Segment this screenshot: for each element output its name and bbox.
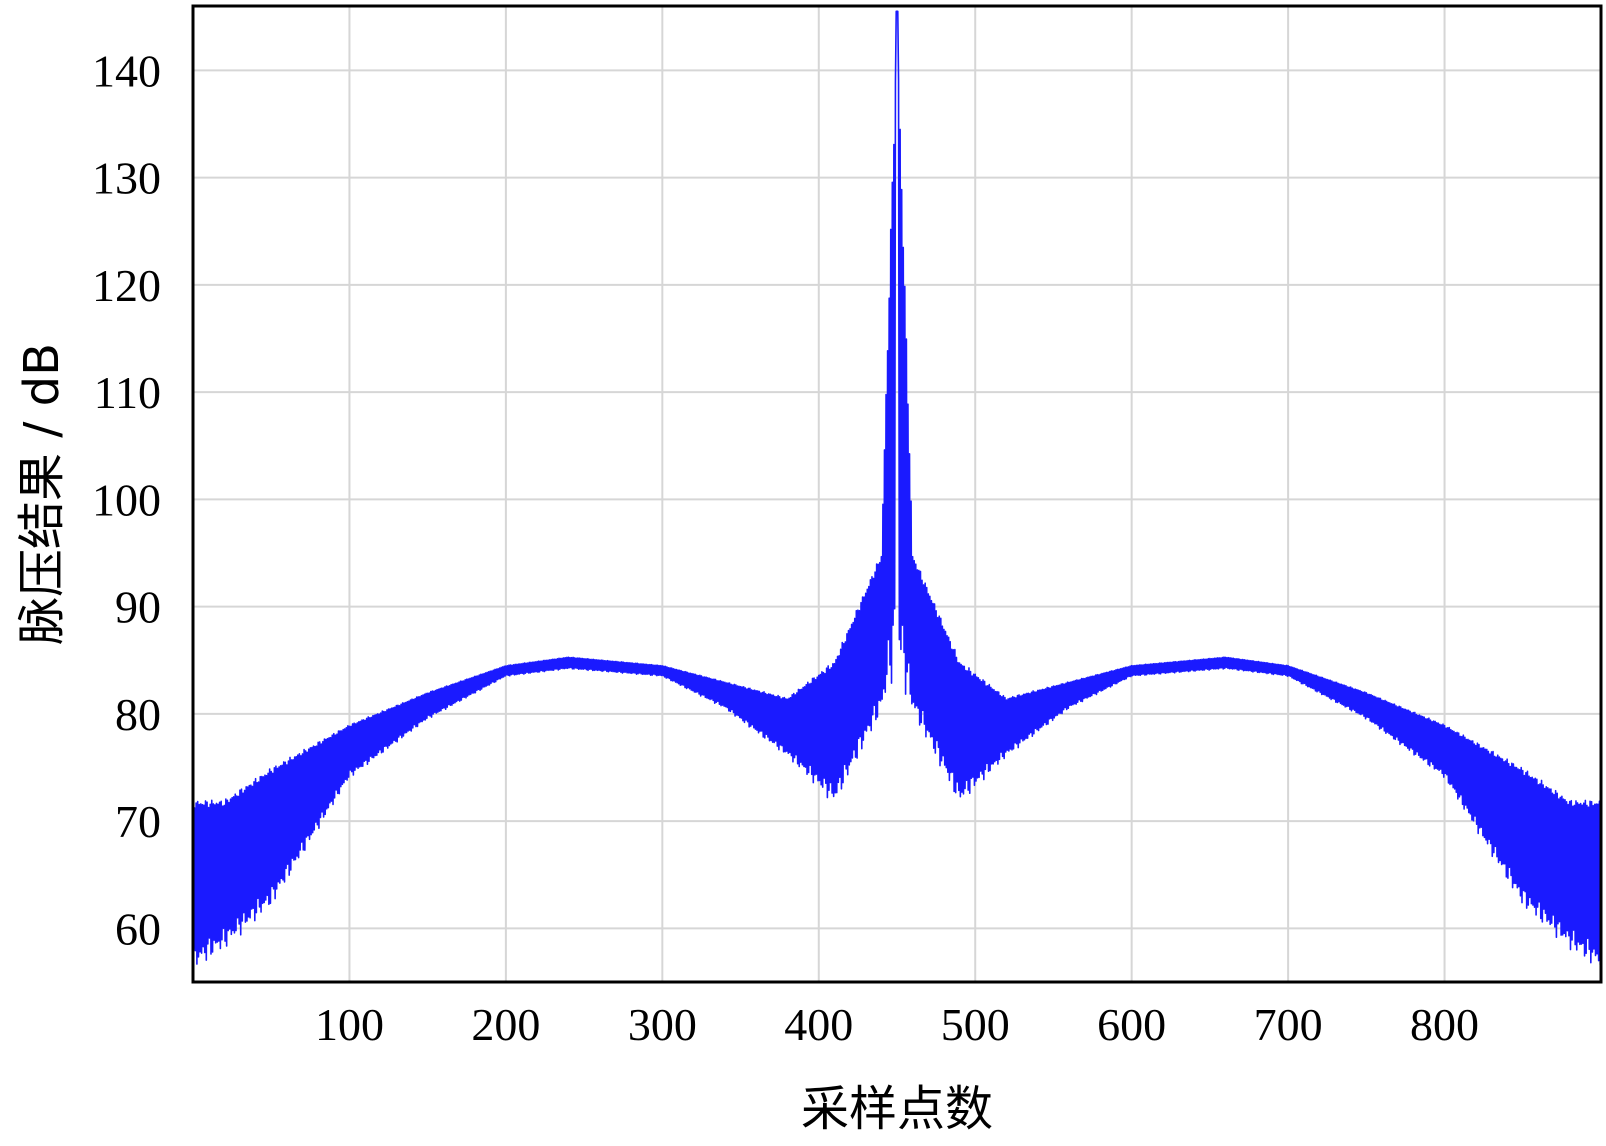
y-tick-label: 60 <box>115 903 161 954</box>
y-axis-title: 脉压结果 / dB <box>14 343 70 645</box>
series-line <box>193 10 1601 966</box>
y-axis: 60 70 80 90 100 110 120 130 140 <box>92 45 161 954</box>
plot-area <box>193 10 1601 966</box>
x-tick-label: 800 <box>1410 999 1479 1050</box>
x-tick-label: 100 <box>315 999 384 1050</box>
x-tick-label: 500 <box>941 999 1010 1050</box>
x-tick-label: 600 <box>1097 999 1166 1050</box>
plot-frame <box>191 4 1603 984</box>
x-axis-title: 采样点数 <box>801 1081 993 1137</box>
y-tick-label: 80 <box>115 689 161 740</box>
x-tick-label: 200 <box>471 999 540 1050</box>
grid <box>193 6 1601 982</box>
y-tick-label: 90 <box>115 582 161 633</box>
x-tick-label: 700 <box>1254 999 1323 1050</box>
x-axis: 100 200 300 400 500 600 700 800 <box>315 999 1479 1050</box>
y-tick-label: 140 <box>92 45 161 96</box>
y-tick-label: 130 <box>92 153 161 204</box>
x-tick-label: 300 <box>628 999 697 1050</box>
y-tick-label: 120 <box>92 260 161 311</box>
y-tick-label: 70 <box>115 796 161 847</box>
x-tick-label: 400 <box>784 999 853 1050</box>
y-tick-label: 110 <box>94 367 161 418</box>
y-tick-label: 100 <box>92 474 161 525</box>
